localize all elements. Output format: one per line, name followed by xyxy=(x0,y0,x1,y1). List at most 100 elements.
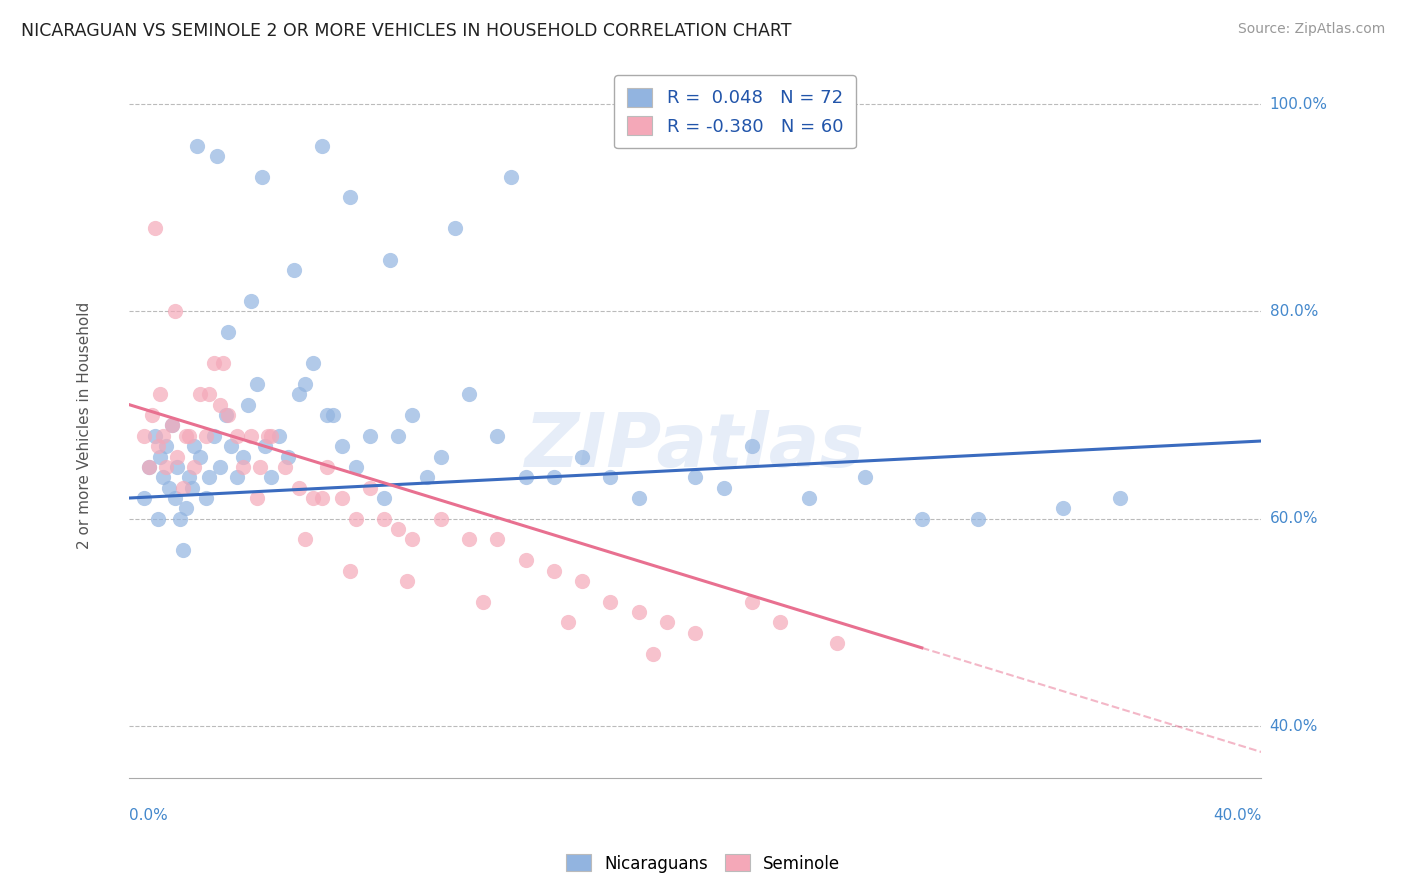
Point xyxy=(208,398,231,412)
Point xyxy=(627,605,650,619)
Point xyxy=(232,450,254,464)
Point xyxy=(246,376,269,391)
Point xyxy=(1052,501,1074,516)
Point xyxy=(486,429,509,443)
Point xyxy=(149,387,172,401)
Point xyxy=(219,439,242,453)
Point xyxy=(294,376,316,391)
Point xyxy=(177,470,200,484)
Point xyxy=(194,429,217,443)
Point xyxy=(359,429,381,443)
Point xyxy=(316,408,339,422)
Text: 80.0%: 80.0% xyxy=(1270,304,1317,319)
Point xyxy=(330,439,353,453)
Point xyxy=(294,533,316,547)
Point xyxy=(373,512,395,526)
Point xyxy=(260,429,283,443)
Point xyxy=(311,138,333,153)
Legend: R =  0.048   N = 72, R = -0.380   N = 60: R = 0.048 N = 72, R = -0.380 N = 60 xyxy=(614,75,856,148)
Point xyxy=(202,356,225,370)
Point xyxy=(288,387,311,401)
Point xyxy=(302,356,325,370)
Point xyxy=(214,408,236,422)
Text: 40.0%: 40.0% xyxy=(1270,719,1317,733)
Point xyxy=(217,325,239,339)
Point xyxy=(713,481,735,495)
Point xyxy=(316,459,339,474)
Point xyxy=(141,408,163,422)
Point xyxy=(225,470,247,484)
Point xyxy=(143,429,166,443)
Point xyxy=(685,625,707,640)
Point xyxy=(183,459,205,474)
Point xyxy=(472,595,495,609)
Point xyxy=(172,481,194,495)
Point xyxy=(246,491,269,505)
Point xyxy=(143,221,166,235)
Point xyxy=(146,439,169,453)
Point xyxy=(288,481,311,495)
Point xyxy=(232,459,254,474)
Point xyxy=(166,450,188,464)
Point xyxy=(853,470,876,484)
Point xyxy=(359,481,381,495)
Point xyxy=(254,439,277,453)
Point xyxy=(180,481,202,495)
Point xyxy=(571,574,593,588)
Point xyxy=(249,459,271,474)
Point xyxy=(515,553,537,567)
Point xyxy=(132,491,155,505)
Point xyxy=(257,429,280,443)
Point xyxy=(163,491,186,505)
Point xyxy=(205,149,228,163)
Point xyxy=(132,429,155,443)
Point xyxy=(283,263,305,277)
Point xyxy=(197,387,219,401)
Point xyxy=(339,564,361,578)
Point xyxy=(160,418,183,433)
Point xyxy=(911,512,934,526)
Point xyxy=(627,491,650,505)
Point xyxy=(240,429,263,443)
Point xyxy=(401,408,423,422)
Point xyxy=(217,408,239,422)
Point xyxy=(194,491,217,505)
Point xyxy=(260,470,283,484)
Point xyxy=(208,459,231,474)
Point xyxy=(183,439,205,453)
Text: 40.0%: 40.0% xyxy=(1213,808,1261,823)
Text: 60.0%: 60.0% xyxy=(1270,511,1319,526)
Point xyxy=(599,470,621,484)
Point xyxy=(155,439,177,453)
Point xyxy=(240,294,263,309)
Point xyxy=(373,491,395,505)
Point xyxy=(741,439,763,453)
Point xyxy=(302,491,325,505)
Point xyxy=(155,459,177,474)
Point xyxy=(429,512,451,526)
Point xyxy=(172,542,194,557)
Point xyxy=(188,387,211,401)
Point xyxy=(458,533,481,547)
Point xyxy=(277,450,299,464)
Point xyxy=(138,459,160,474)
Point xyxy=(769,615,792,630)
Point xyxy=(387,429,409,443)
Point xyxy=(166,459,188,474)
Point xyxy=(515,470,537,484)
Point xyxy=(202,429,225,443)
Point xyxy=(415,470,437,484)
Text: NICARAGUAN VS SEMINOLE 2 OR MORE VEHICLES IN HOUSEHOLD CORRELATION CHART: NICARAGUAN VS SEMINOLE 2 OR MORE VEHICLE… xyxy=(21,22,792,40)
Point xyxy=(557,615,579,630)
Point xyxy=(655,615,678,630)
Point xyxy=(160,418,183,433)
Text: Source: ZipAtlas.com: Source: ZipAtlas.com xyxy=(1237,22,1385,37)
Point xyxy=(741,595,763,609)
Point xyxy=(149,450,172,464)
Point xyxy=(188,450,211,464)
Point xyxy=(641,647,664,661)
Point xyxy=(186,138,208,153)
Point xyxy=(599,595,621,609)
Point xyxy=(339,190,361,204)
Point xyxy=(152,429,174,443)
